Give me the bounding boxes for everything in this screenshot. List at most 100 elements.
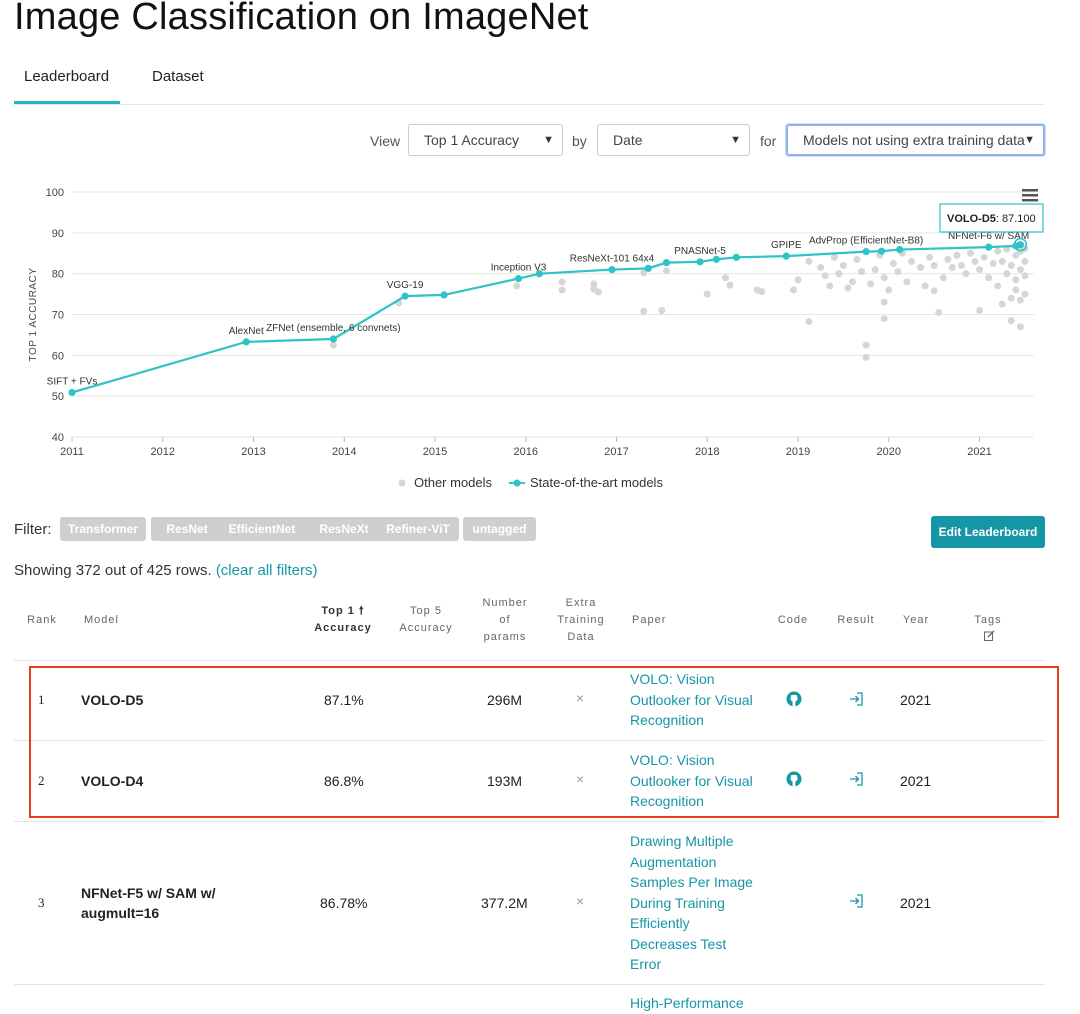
other-model-point[interactable] <box>821 272 829 280</box>
other-model-point[interactable] <box>1021 257 1029 265</box>
sota-point[interactable] <box>329 335 337 343</box>
other-model-point[interactable] <box>1003 270 1011 278</box>
other-model-point[interactable] <box>867 280 875 288</box>
other-model-point[interactable] <box>658 306 666 314</box>
other-model-point[interactable] <box>703 290 711 298</box>
other-model-point[interactable] <box>1007 294 1015 302</box>
other-model-point[interactable] <box>989 259 997 267</box>
tab-dataset[interactable]: Dataset <box>152 68 204 85</box>
other-model-point[interactable] <box>935 308 943 316</box>
other-model-point[interactable] <box>966 249 974 257</box>
chart-menu-icon[interactable] <box>1022 189 1038 192</box>
other-model-point[interactable] <box>329 341 337 349</box>
other-model-point[interactable] <box>1021 290 1029 298</box>
github-icon[interactable] <box>786 691 802 707</box>
other-model-point[interactable] <box>953 251 961 259</box>
row-paper-link[interactable]: High-Performance <box>630 995 744 1011</box>
other-model-point[interactable] <box>558 278 566 286</box>
header-top5[interactable]: Top 5 Accuracy <box>386 603 466 637</box>
sota-point[interactable] <box>401 292 409 300</box>
other-model-point[interactable] <box>513 282 521 290</box>
row-paper-link[interactable]: Drawing Multiple Augmentation Samples Pe… <box>630 833 753 972</box>
row-model-name[interactable]: NFNet-F5 w/ SAM w/ augmult=16 <box>81 885 216 921</box>
sota-point[interactable] <box>440 291 448 299</box>
sota-point[interactable] <box>877 247 886 255</box>
other-model-point[interactable] <box>930 262 938 269</box>
other-model-point[interactable] <box>640 269 648 277</box>
sota-point[interactable] <box>662 259 671 267</box>
sota-point[interactable] <box>608 265 616 274</box>
other-model-point[interactable] <box>590 280 598 288</box>
row-model-name[interactable]: VOLO-D4 <box>81 773 144 789</box>
other-model-point[interactable] <box>985 274 993 282</box>
other-model-point[interactable] <box>880 315 888 323</box>
other-model-point[interactable] <box>976 266 984 274</box>
other-model-point[interactable] <box>930 287 938 295</box>
other-model-point[interactable] <box>1007 262 1015 269</box>
result-link-icon[interactable] <box>848 771 864 787</box>
other-model-point[interactable] <box>948 264 956 272</box>
other-model-point[interactable] <box>871 266 879 274</box>
axis-select[interactable]: Date ▼ <box>597 124 750 156</box>
sota-point[interactable] <box>535 270 543 278</box>
other-model-point[interactable] <box>980 253 988 261</box>
sota-point[interactable] <box>514 274 523 283</box>
other-model-point[interactable] <box>794 276 802 284</box>
header-top1[interactable]: Top 1 🠕 Accuracy <box>303 603 383 637</box>
filter-chip-resnet[interactable]: ResNet <box>151 517 223 541</box>
data-filter-select[interactable]: Models not using extra training data ▼ <box>786 124 1045 156</box>
other-model-point[interactable] <box>1016 266 1024 274</box>
sota-point[interactable] <box>696 258 704 266</box>
sota-point[interactable] <box>712 255 720 263</box>
other-model-point[interactable] <box>817 264 825 272</box>
other-model-point[interactable] <box>1012 286 1020 294</box>
sota-point[interactable] <box>782 252 790 260</box>
other-model-point[interactable] <box>826 282 834 290</box>
filter-chip-untagged[interactable]: untagged <box>463 517 536 541</box>
other-model-point[interactable] <box>944 255 952 263</box>
other-model-point[interactable] <box>880 298 888 306</box>
sota-point[interactable] <box>862 248 870 256</box>
chart-menu-icon[interactable] <box>1022 194 1038 197</box>
other-model-point[interactable] <box>903 278 911 286</box>
sota-point[interactable] <box>732 253 740 261</box>
row-paper-link[interactable]: VOLO: Vision Outlooker for Visual Recogn… <box>630 752 753 809</box>
edit-leaderboard-button[interactable]: Edit Leaderboard <box>931 516 1045 548</box>
other-model-point[interactable] <box>848 278 856 286</box>
other-model-point[interactable] <box>830 253 838 261</box>
other-model-point[interactable] <box>921 282 929 290</box>
other-model-point[interactable] <box>917 264 925 272</box>
other-model-point[interactable] <box>962 270 970 278</box>
row-model-name[interactable]: VOLO-D5 <box>81 692 144 708</box>
other-model-point[interactable] <box>1016 323 1024 331</box>
other-model-point[interactable] <box>880 274 888 282</box>
other-model-point[interactable] <box>853 255 861 263</box>
other-model-point[interactable] <box>889 259 897 267</box>
other-model-point[interactable] <box>957 262 965 269</box>
result-link-icon[interactable] <box>848 893 864 909</box>
tab-leaderboard[interactable]: Leaderboard <box>24 68 110 85</box>
result-link-icon[interactable] <box>848 691 864 707</box>
other-model-point[interactable] <box>839 262 847 269</box>
other-model-point[interactable] <box>805 317 813 325</box>
sota-point[interactable] <box>242 338 250 346</box>
other-model-point[interactable] <box>858 268 866 276</box>
filter-chip-resnext[interactable]: ResNeXt <box>305 517 383 541</box>
header-extra-data[interactable]: Extra Training Data <box>546 595 616 646</box>
filter-chip-transformer[interactable]: Transformer <box>60 517 146 541</box>
other-model-point[interactable] <box>790 286 797 294</box>
other-model-point[interactable] <box>926 253 934 261</box>
edit-tags-icon[interactable] <box>983 630 995 641</box>
row-paper-link[interactable]: VOLO: Vision Outlooker for Visual Recogn… <box>630 671 753 728</box>
other-model-point[interactable] <box>594 288 602 296</box>
sota-point[interactable] <box>1016 241 1024 249</box>
other-model-point[interactable] <box>558 286 566 294</box>
other-model-point[interactable] <box>976 306 984 314</box>
sota-point[interactable] <box>985 243 993 251</box>
clear-filters-link[interactable]: (clear all filters) <box>215 562 318 579</box>
other-model-point[interactable] <box>758 288 766 296</box>
other-model-point[interactable] <box>640 307 648 315</box>
other-model-point[interactable] <box>939 274 947 282</box>
other-model-point[interactable] <box>1007 317 1015 325</box>
github-icon[interactable] <box>786 771 802 787</box>
